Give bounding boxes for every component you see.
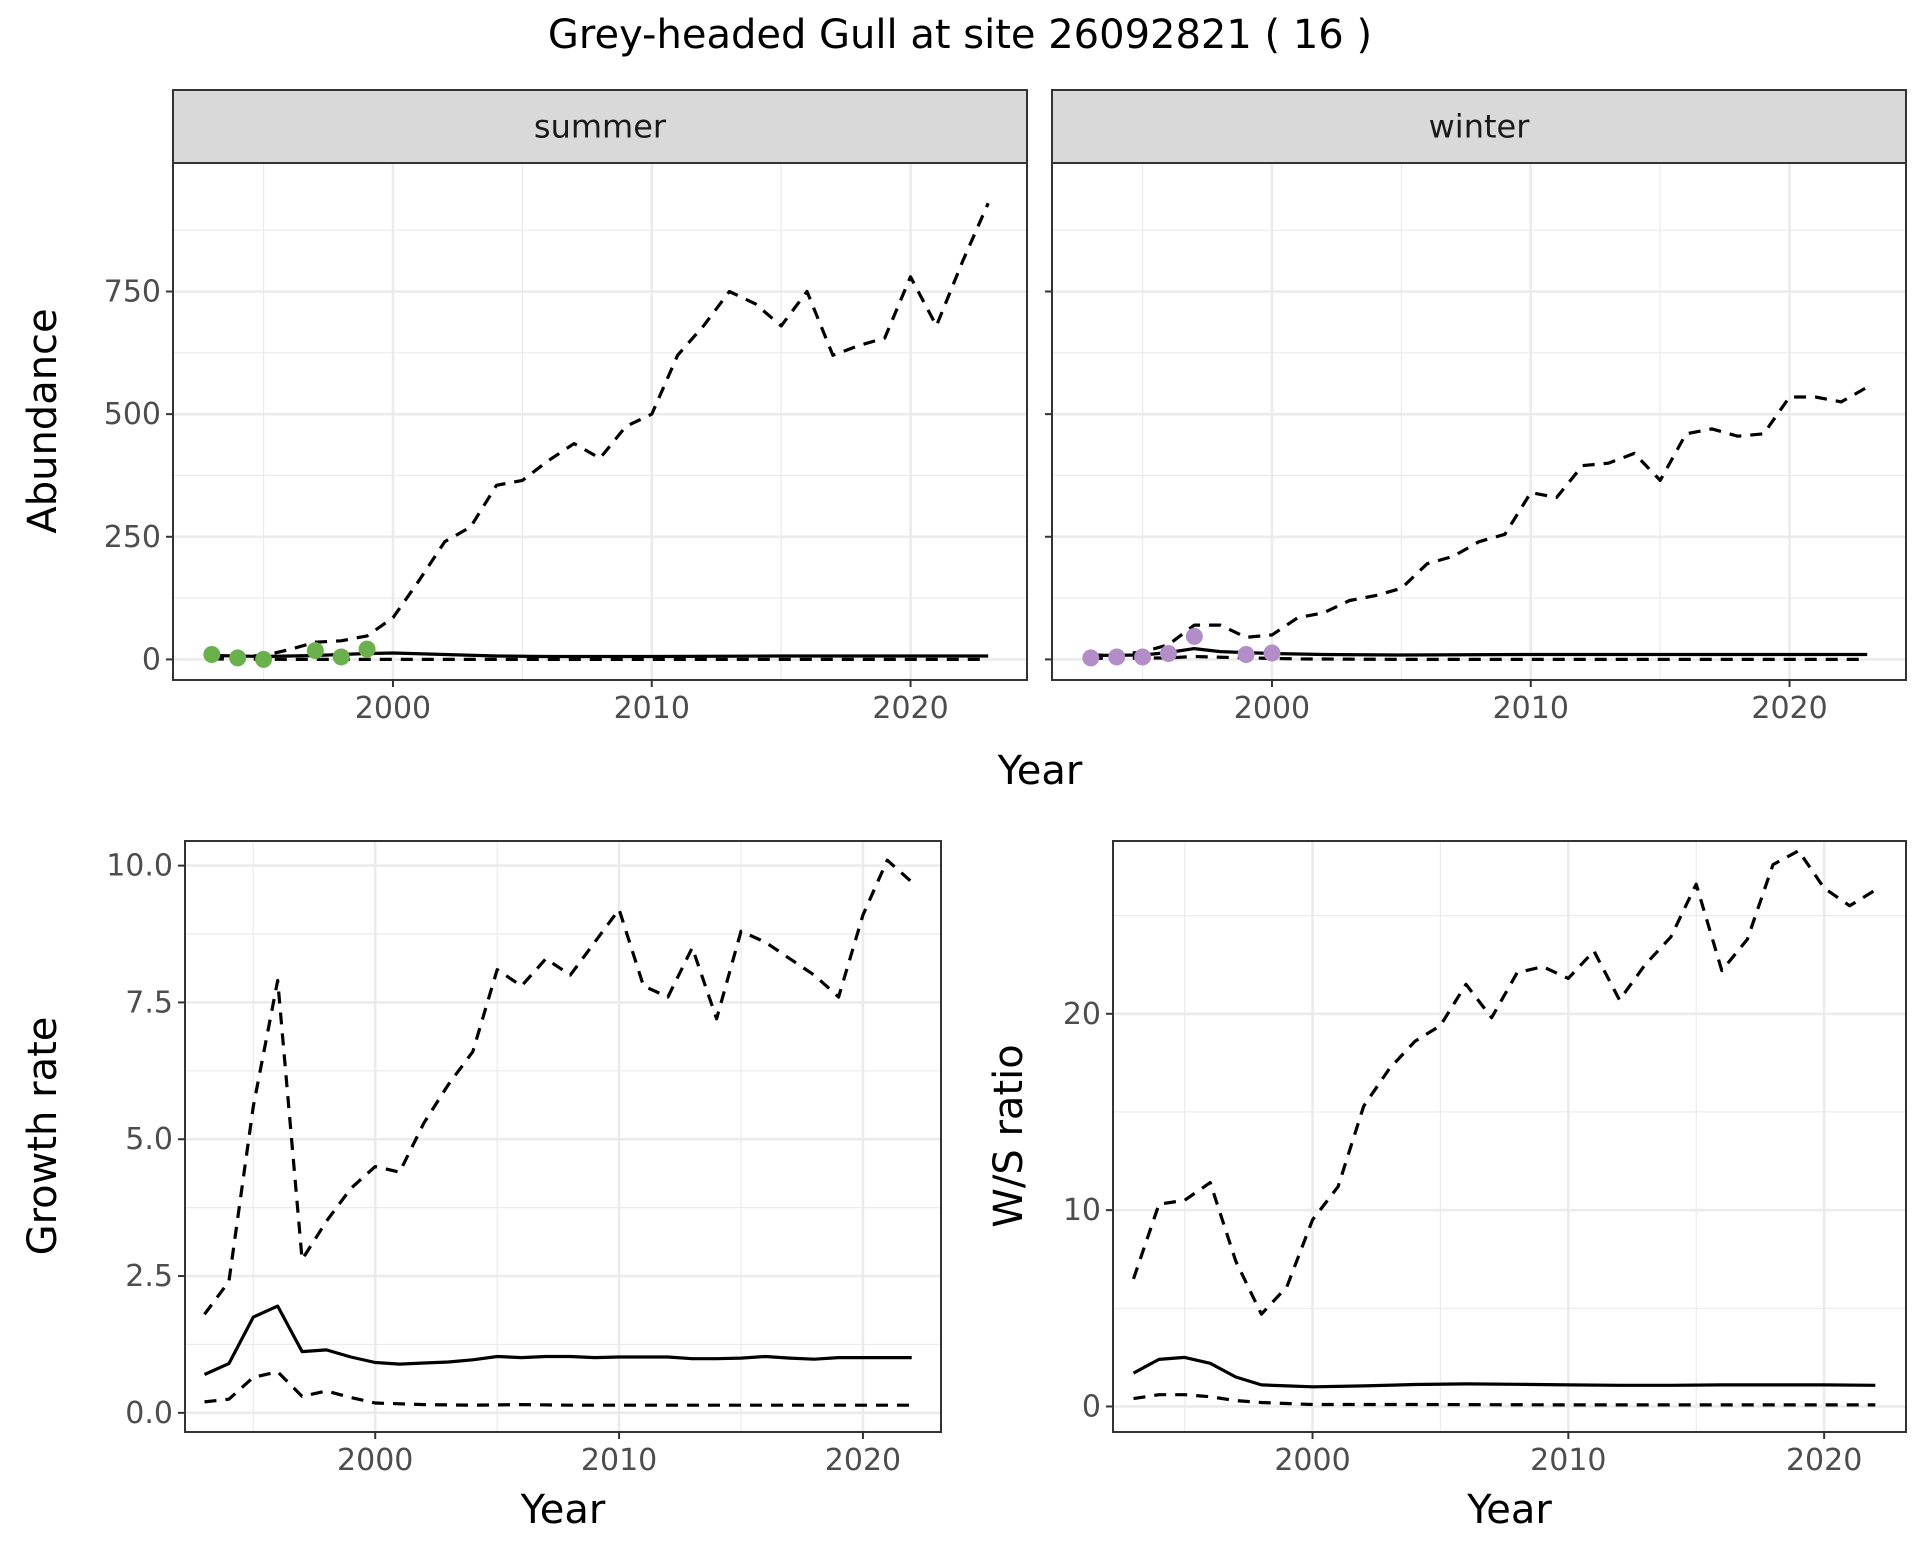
series-line-solid: [203, 1304, 912, 1376]
x-tick-label: 2000: [1234, 691, 1310, 726]
data-point: [1237, 645, 1255, 663]
x-tick-label: 2020: [825, 1443, 901, 1478]
y-tick-label: 250: [104, 520, 161, 555]
panel-growth-rate: 2000 2010 2020 0.0 2.5 5.0 7.5 10.0 Year Growth r…: [20, 840, 942, 1533]
y-tick-label: 10.0: [106, 849, 173, 884]
facet-label: winter: [1429, 108, 1531, 146]
series-line-dashed: [1133, 1393, 1876, 1407]
x-tick-label: 2000: [1274, 1443, 1350, 1478]
x-tick-label: 2010: [614, 691, 690, 726]
panel-ws-ratio: 2000 2010 2020 0 10 20 Year W/S ratio: [986, 840, 1907, 1533]
data-point: [229, 649, 247, 667]
data-point: [1263, 644, 1281, 662]
data-point: [203, 645, 221, 663]
series-line-solid: [211, 651, 989, 659]
data-point: [332, 648, 350, 666]
y-tick-label: 0: [1082, 1389, 1101, 1424]
y-axis-title: Growth rate: [20, 1017, 66, 1256]
series-line-dashed: [211, 202, 990, 659]
y-axis-title: Abundance: [20, 308, 66, 533]
x-tick-label: 2000: [355, 691, 431, 726]
y-tick-label: 2.5: [125, 1259, 173, 1294]
series-line-dashed: [203, 858, 913, 1316]
x-tick-label: 2000: [337, 1443, 413, 1478]
x-axis-title-top: Year: [997, 748, 1083, 794]
x-tick-label: 2020: [1751, 691, 1827, 726]
panel-border: [172, 162, 1028, 681]
data-point: [1108, 648, 1126, 666]
facet-label: summer: [534, 108, 667, 146]
data-point: [255, 650, 273, 668]
y-axis-title: W/S ratio: [986, 1044, 1032, 1227]
y-tick-label: 20: [1063, 997, 1101, 1032]
y-tick-label: 0.0: [125, 1396, 173, 1431]
panel-winter-abundance: 2000 2010 2020 winter: [1045, 89, 1907, 726]
data-point: [1134, 648, 1152, 666]
panel-border: [1051, 162, 1907, 681]
chart-title: Grey-headed Gull at site 26092821 ( 16 ): [548, 12, 1372, 58]
data-point: [306, 642, 324, 660]
panel-border: [1112, 840, 1907, 1433]
series-line-dashed: [1131, 849, 1877, 1316]
series-line-dashed: [1090, 385, 1868, 658]
y-tick-label: 10: [1063, 1193, 1101, 1228]
series-line-dashed: [1090, 654, 1868, 662]
panel-border: [184, 840, 942, 1433]
series-line-dashed: [211, 657, 989, 662]
y-tick-label: 5.0: [125, 1122, 173, 1157]
x-axis-title: Year: [1466, 1487, 1552, 1533]
data-point: [358, 640, 376, 658]
y-tick-label: 750: [104, 275, 161, 310]
x-axis-title: Year: [520, 1487, 606, 1533]
facet-strip: [172, 89, 1028, 164]
panel-summer-abundance: 2000 2010 2020 0 250 500 750 summer Abundance: [20, 89, 1028, 726]
x-tick-label: 2020: [872, 691, 948, 726]
facet-strip: [1051, 89, 1907, 164]
x-tick-label: 2010: [1493, 691, 1569, 726]
y-tick-label: 0: [142, 642, 161, 677]
y-tick-label: 7.5: [125, 985, 173, 1020]
x-tick-label: 2010: [581, 1443, 657, 1478]
y-tick-label: 500: [104, 397, 161, 432]
data-point: [1159, 645, 1177, 663]
x-tick-label: 2020: [1786, 1443, 1862, 1478]
data-point: [1082, 649, 1100, 667]
x-tick-label: 2010: [1530, 1443, 1606, 1478]
series-line-dashed: [204, 1370, 912, 1407]
data-point: [1185, 627, 1203, 645]
series-line-solid: [1090, 646, 1868, 658]
series-line-solid: [1132, 1355, 1876, 1389]
